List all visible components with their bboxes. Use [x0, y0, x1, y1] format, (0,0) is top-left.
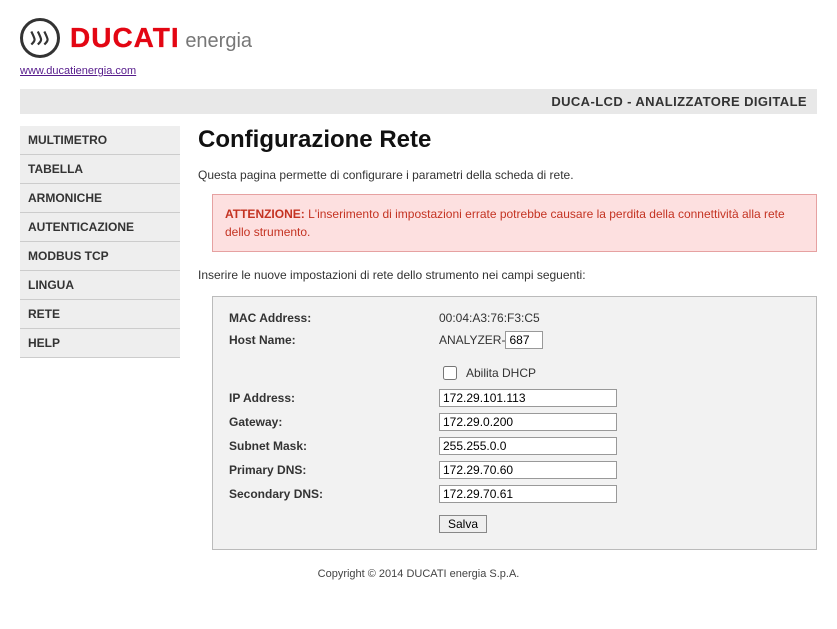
- dhcp-checkbox[interactable]: [443, 366, 457, 380]
- ip-input[interactable]: [439, 389, 617, 407]
- content: Configurazione Rete Questa pagina permet…: [198, 126, 817, 550]
- gateway-label: Gateway:: [229, 415, 439, 429]
- brand-sub: energia: [185, 30, 252, 52]
- site-link[interactable]: www.ducatienergia.com: [20, 65, 136, 77]
- hostname-prefix: ANALYZER-: [439, 333, 505, 347]
- instruction-text: Inserire le nuove impostazioni di rete d…: [198, 268, 817, 282]
- dns1-label: Primary DNS:: [229, 463, 439, 477]
- dns1-input[interactable]: [439, 461, 617, 479]
- ip-label: IP Address:: [229, 391, 439, 405]
- dns2-input[interactable]: [439, 485, 617, 503]
- brand-main: DUCATI: [70, 22, 180, 53]
- row-gateway: Gateway:: [229, 413, 800, 431]
- header: DUCATI energia: [20, 18, 817, 58]
- sidebar-item-armoniche[interactable]: ARMONICHE: [20, 184, 180, 213]
- save-button[interactable]: Salva: [439, 515, 487, 533]
- alert-label: ATTENZIONE:: [225, 207, 305, 221]
- brand-text: DUCATI energia: [70, 22, 252, 54]
- config-panel: MAC Address: 00:04:A3:76:F3:C5 Host Name…: [212, 296, 817, 550]
- mask-label: Subnet Mask:: [229, 439, 439, 453]
- row-hostname: Host Name: ANALYZER-: [229, 331, 800, 349]
- gateway-input[interactable]: [439, 413, 617, 431]
- hostname-input[interactable]: [505, 331, 543, 349]
- mac-label: MAC Address:: [229, 311, 439, 325]
- sidebar-item-rete[interactable]: RETE: [20, 300, 180, 329]
- row-mask: Subnet Mask:: [229, 437, 800, 455]
- sidebar-item-multimetro[interactable]: MULTIMETRO: [20, 126, 180, 155]
- title-bar: DUCA-LCD - ANALIZZATORE DIGITALE: [20, 89, 817, 114]
- sidebar-item-tabella[interactable]: TABELLA: [20, 155, 180, 184]
- page-title: Configurazione Rete: [198, 126, 817, 154]
- mac-value: 00:04:A3:76:F3:C5: [439, 311, 540, 325]
- sidebar-item-autenticazione[interactable]: AUTENTICAZIONE: [20, 213, 180, 242]
- sidebar-item-lingua[interactable]: LINGUA: [20, 271, 180, 300]
- row-dns2: Secondary DNS:: [229, 485, 800, 503]
- row-mac: MAC Address: 00:04:A3:76:F3:C5: [229, 311, 800, 325]
- hostname-label: Host Name:: [229, 333, 439, 347]
- sidebar-item-modbus-tcp[interactable]: MODBUS TCP: [20, 242, 180, 271]
- sidebar-item-help[interactable]: HELP: [20, 329, 180, 358]
- mask-input[interactable]: [439, 437, 617, 455]
- row-ip: IP Address:: [229, 389, 800, 407]
- intro-text: Questa pagina permette di configurare i …: [198, 168, 817, 182]
- dhcp-label: Abilita DHCP: [466, 366, 536, 380]
- footer-text: Copyright © 2014 DUCATI energia S.p.A.: [20, 568, 817, 580]
- sidebar: MULTIMETRO TABELLA ARMONICHE AUTENTICAZI…: [20, 126, 180, 550]
- brand-logo-icon: [20, 18, 60, 58]
- dns2-label: Secondary DNS:: [229, 487, 439, 501]
- row-dns1: Primary DNS:: [229, 461, 800, 479]
- row-dhcp: Abilita DHCP: [439, 363, 800, 383]
- alert-text: L'inserimento di impostazioni errate pot…: [225, 207, 785, 239]
- alert-box: ATTENZIONE: L'inserimento di impostazion…: [212, 194, 817, 252]
